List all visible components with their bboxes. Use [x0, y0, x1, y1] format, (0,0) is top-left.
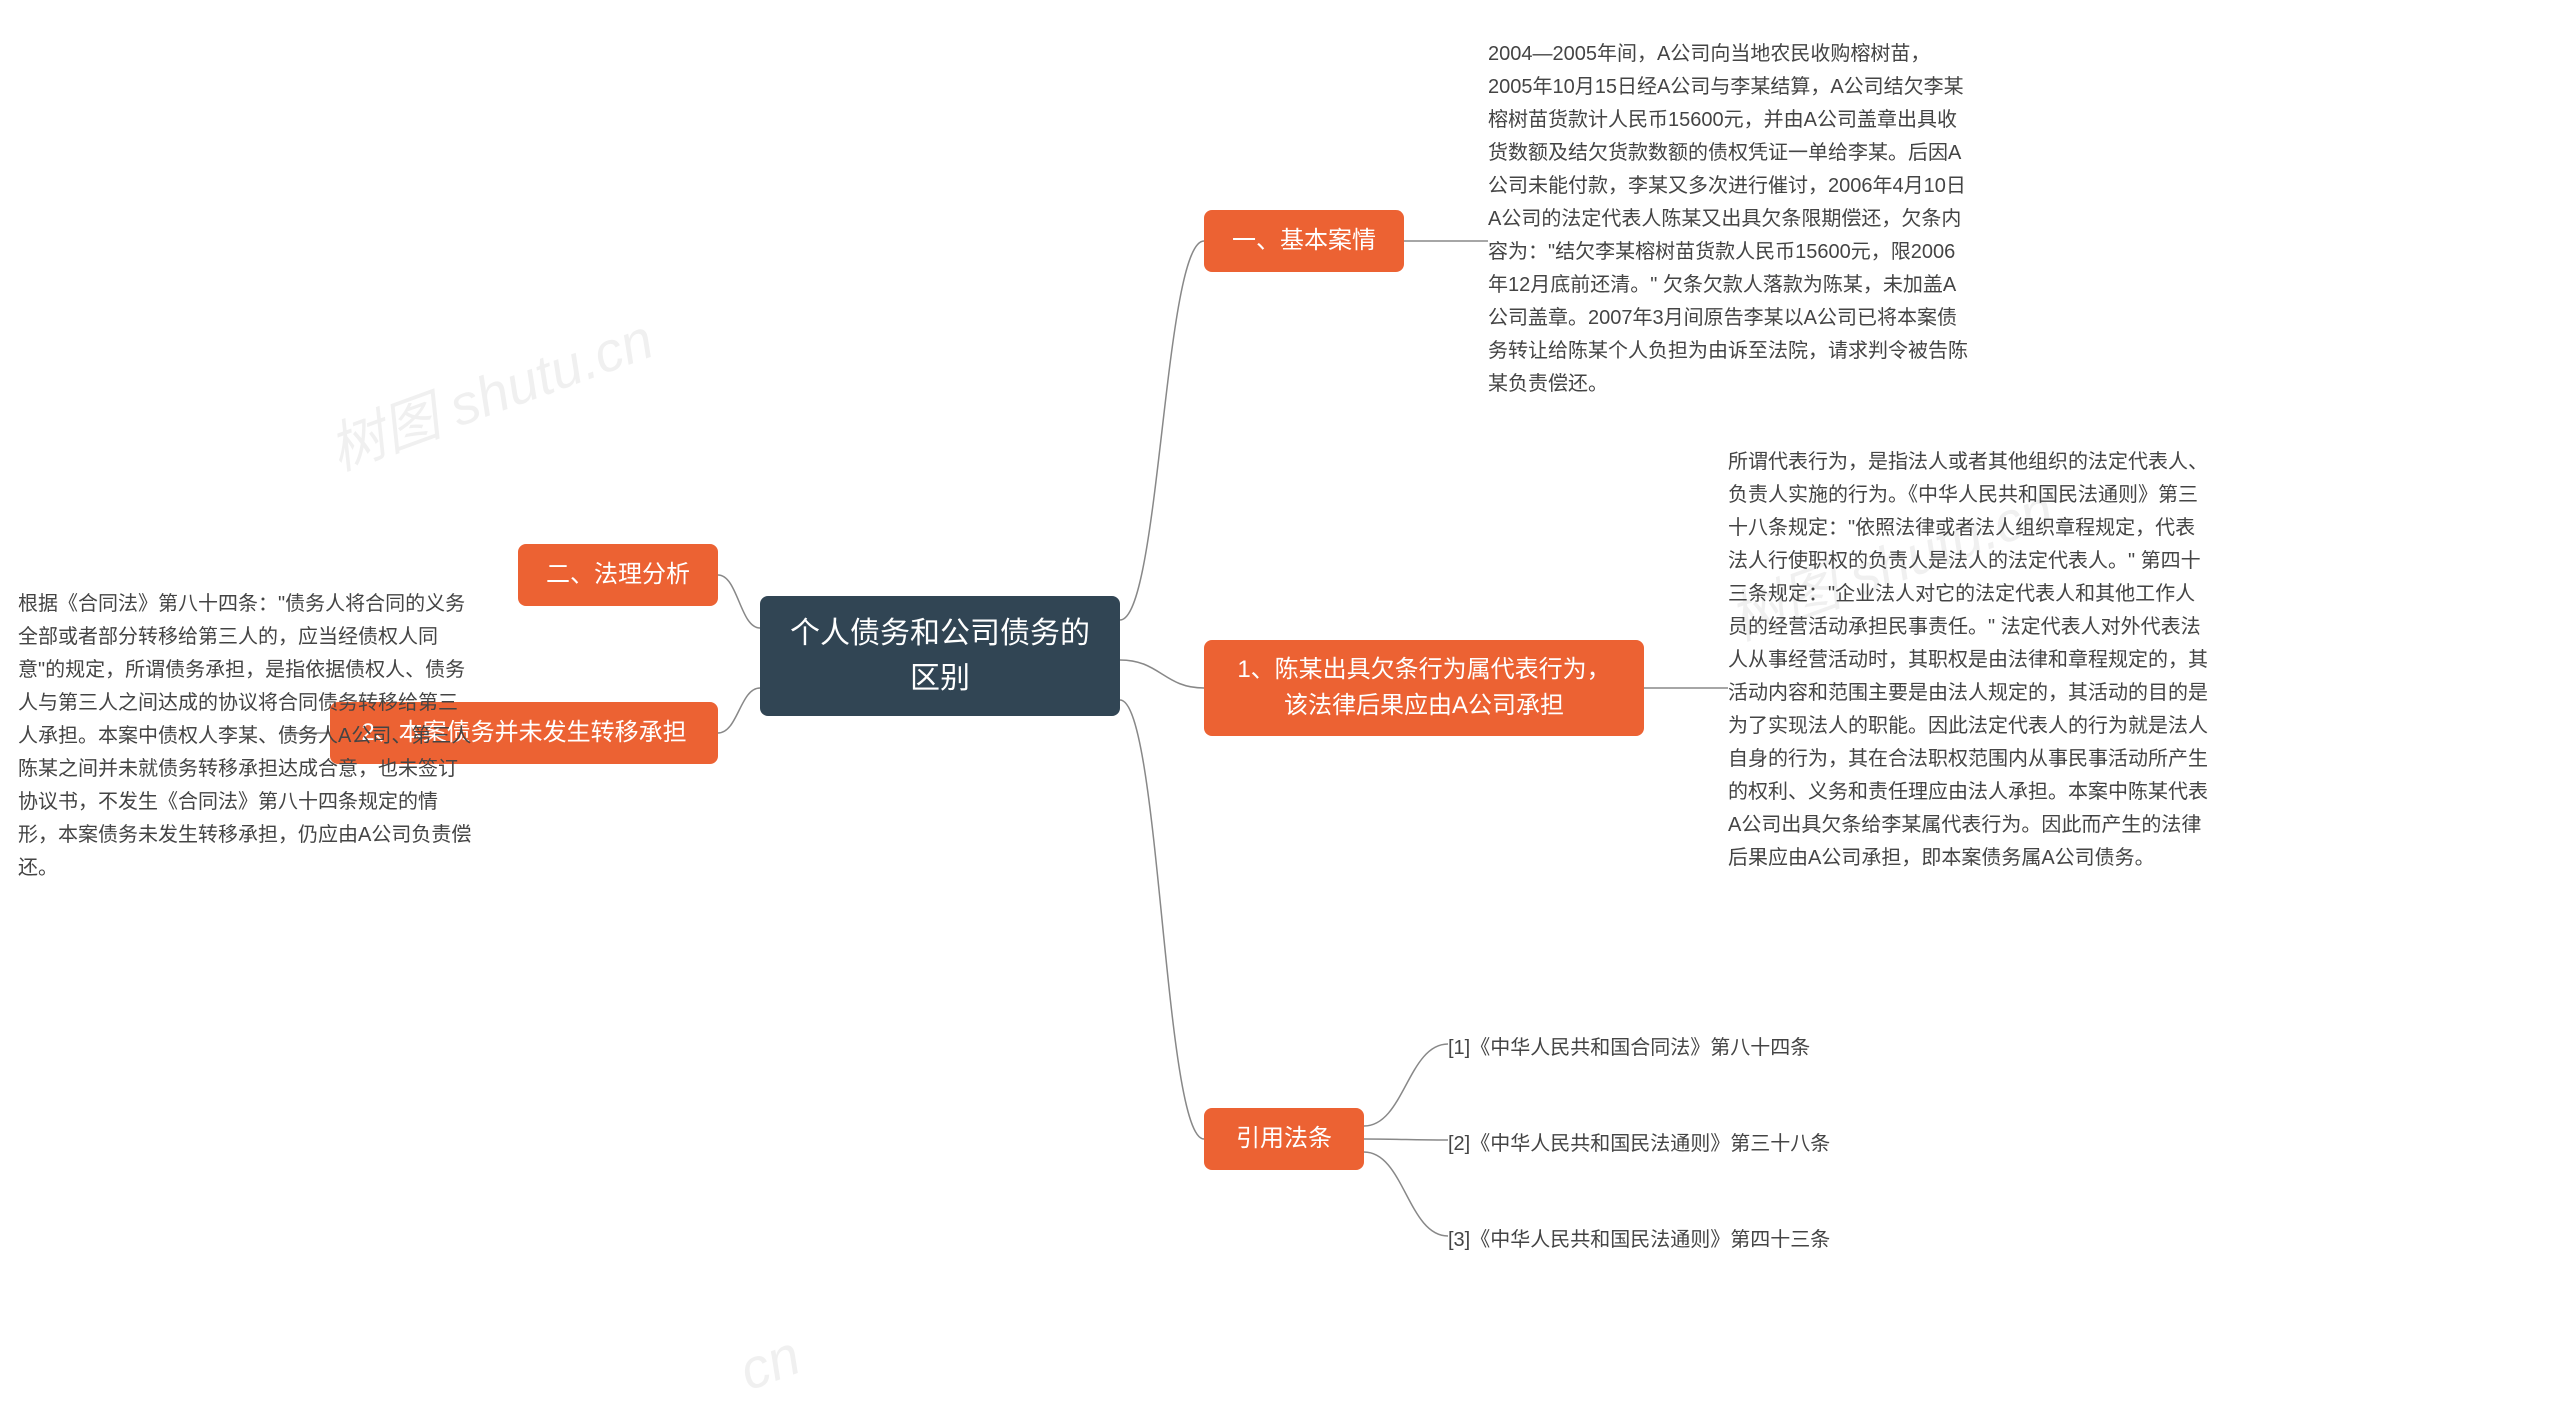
branch-case-facts[interactable]: 一、基本案情 — [1204, 210, 1404, 272]
watermark-3: cn — [731, 1322, 809, 1403]
leaf-cited-law-1: [1]《中华人民共和国合同法》第八十四条 — [1448, 1032, 1908, 1065]
leaf-case-facts-text: 2004—2005年间，A公司向当地农民收购榕树苗，2005年10月15日经A公… — [1488, 38, 1968, 401]
leaf-representative-text: 所谓代表行为，是指法人或者其他组织的法定代表人、负责人实施的行为。《中华人民共和… — [1728, 446, 2208, 875]
branch-representative-act[interactable]: 1、陈某出具欠条行为属代表行为，该法律后果应由A公司承担 — [1204, 640, 1644, 736]
leaf-cited-law-2: [2]《中华人民共和国民法通则》第三十八条 — [1448, 1128, 1908, 1161]
root-node[interactable]: 个人债务和公司债务的区别 — [760, 596, 1120, 716]
branch-legal-analysis[interactable]: 二、法理分析 — [518, 544, 718, 606]
leaf-no-transfer-text: 根据《合同法》第八十四条："债务人将合同的义务全部或者部分转移给第三人的，应当经… — [18, 588, 474, 885]
watermark-1: 树图 shutu.cn — [316, 294, 663, 486]
leaf-cited-law-3: [3]《中华人民共和国民法通则》第四十三条 — [1448, 1224, 1908, 1257]
branch-cited-laws[interactable]: 引用法条 — [1204, 1108, 1364, 1170]
